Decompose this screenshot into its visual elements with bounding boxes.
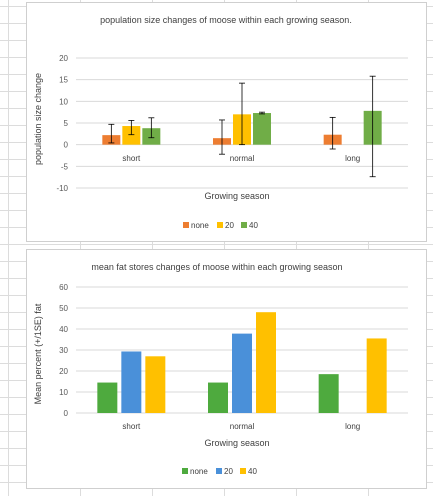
y-tick-label: 10 [59, 97, 68, 106]
y-tick-label: 50 [59, 304, 68, 313]
x-axis-label: Growing season [204, 191, 269, 201]
legend-swatch-40 [241, 222, 247, 228]
bar-normal-40 [256, 312, 276, 413]
y-tick-label: 60 [59, 283, 68, 292]
fat-stores-chart-svg: mean fat stores changes of moose within … [33, 262, 408, 476]
bar-normal-20 [232, 333, 252, 413]
legend: none 20 40 [182, 467, 257, 476]
bar-normal-40 [253, 113, 271, 145]
bar-long-40 [366, 338, 387, 413]
y-axis-label: Mean percent (+/1SE) fat [33, 303, 43, 404]
x-tick-label: normal [230, 154, 255, 163]
y-tick-label: 0 [64, 409, 69, 418]
bar-long-none [318, 374, 339, 413]
y-tick-label: 20 [59, 54, 68, 63]
bar-short-40 [145, 356, 166, 413]
y-axis-label: population size change [33, 73, 43, 165]
legend-label-20: 20 [224, 467, 233, 476]
x-tick-label: short [122, 422, 141, 431]
legend-label-40: 40 [249, 221, 258, 230]
legend-swatch-20 [216, 468, 222, 474]
legend-label-none: none [190, 467, 208, 476]
y-tick-label: 15 [59, 76, 68, 85]
legend-label-40: 40 [248, 467, 257, 476]
x-tick-label: long [345, 154, 360, 163]
chart-title: population size changes of moose within … [100, 15, 352, 25]
legend-swatch-none [183, 222, 189, 228]
bar-short-20 [122, 126, 141, 145]
y-tick-label: 20 [59, 367, 68, 376]
legend-label-20: 20 [225, 221, 234, 230]
fat-stores-chart[interactable]: mean fat stores changes of moose within … [26, 249, 427, 489]
bar-short-none [97, 382, 118, 413]
bar-normal-none [208, 382, 228, 413]
y-tick-label: 40 [59, 325, 68, 334]
legend-swatch-20 [217, 222, 223, 228]
population-chart[interactable]: population size changes of moose within … [26, 2, 427, 242]
y-tick-label: -10 [56, 184, 68, 193]
population-chart-svg: population size changes of moose within … [33, 15, 408, 230]
x-tick-label: long [345, 422, 360, 431]
y-tick-label: 0 [64, 141, 69, 150]
y-tick-label: 5 [64, 119, 69, 128]
legend: none 20 40 [183, 221, 258, 230]
legend-swatch-none [182, 468, 188, 474]
x-axis-label: Growing season [204, 438, 269, 448]
x-tick-label: short [122, 154, 141, 163]
chart-title: mean fat stores changes of moose within … [91, 262, 342, 272]
y-tick-label: -5 [61, 162, 69, 171]
bar-short-20 [121, 351, 142, 413]
x-tick-label: normal [230, 422, 255, 431]
legend-swatch-40 [240, 468, 246, 474]
y-tick-label: 10 [59, 388, 68, 397]
legend-label-none: none [191, 221, 209, 230]
y-tick-label: 30 [59, 346, 68, 355]
